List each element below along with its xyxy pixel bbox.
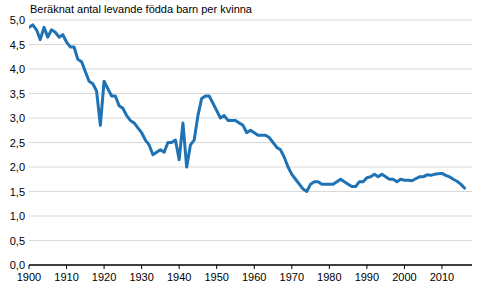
x-tick-label: 1960	[242, 271, 266, 283]
grid-line	[29, 69, 472, 70]
grid-line	[29, 44, 472, 45]
x-tick-label: 1990	[355, 271, 379, 283]
x-tick	[291, 265, 292, 269]
y-tick-label: 3,5	[10, 88, 25, 100]
y-tick-label: 5,0	[10, 14, 25, 26]
y-tick-label: 1,5	[10, 186, 25, 198]
x-tick	[141, 265, 142, 269]
x-tick-label: 2000	[392, 271, 416, 283]
x-tick	[179, 265, 180, 269]
x-tick-label: 1930	[129, 271, 153, 283]
x-tick-label: 1920	[92, 271, 116, 283]
x-tick-label: 1950	[204, 271, 228, 283]
y-tick-label: 1,0	[10, 210, 25, 222]
grid-line	[29, 20, 472, 21]
y-tick-label: 0,5	[10, 235, 25, 247]
x-tick-label: 1970	[280, 271, 304, 283]
grid-line	[29, 216, 472, 217]
grid-line	[29, 191, 472, 192]
plot-area	[29, 25, 464, 192]
x-tick	[366, 265, 367, 269]
grid-line	[29, 167, 472, 168]
x-tick-label: 2010	[430, 271, 454, 283]
x-tick	[29, 265, 30, 269]
x-tick	[66, 265, 67, 269]
x-tick-label: 1940	[167, 271, 191, 283]
x-tick-label: 1980	[317, 271, 341, 283]
chart: Beräknat antal levande födda barn per kv…	[0, 0, 491, 302]
y-tick-label: 3,0	[10, 112, 25, 124]
data-line	[29, 25, 464, 192]
x-tick	[329, 265, 330, 269]
y-tick-label: 0,0	[10, 259, 25, 271]
grid-line	[29, 240, 472, 241]
grid-line	[29, 265, 472, 266]
x-tick-label: 1900	[17, 271, 41, 283]
y-tick-label: 2,0	[10, 161, 25, 173]
x-axis	[29, 265, 472, 266]
y-tick-label: 4,0	[10, 63, 25, 75]
x-tick-label: 1910	[54, 271, 78, 283]
title: Beräknat antal levande födda barn per kv…	[30, 3, 253, 15]
grid-line	[29, 118, 472, 119]
x-tick	[441, 265, 442, 269]
x-tick	[404, 265, 405, 269]
x-tick	[216, 265, 217, 269]
y-tick-label: 4,5	[10, 39, 25, 51]
y-tick-label: 2,5	[10, 137, 25, 149]
grid-line	[29, 142, 472, 143]
x-tick	[254, 265, 255, 269]
x-tick	[104, 265, 105, 269]
